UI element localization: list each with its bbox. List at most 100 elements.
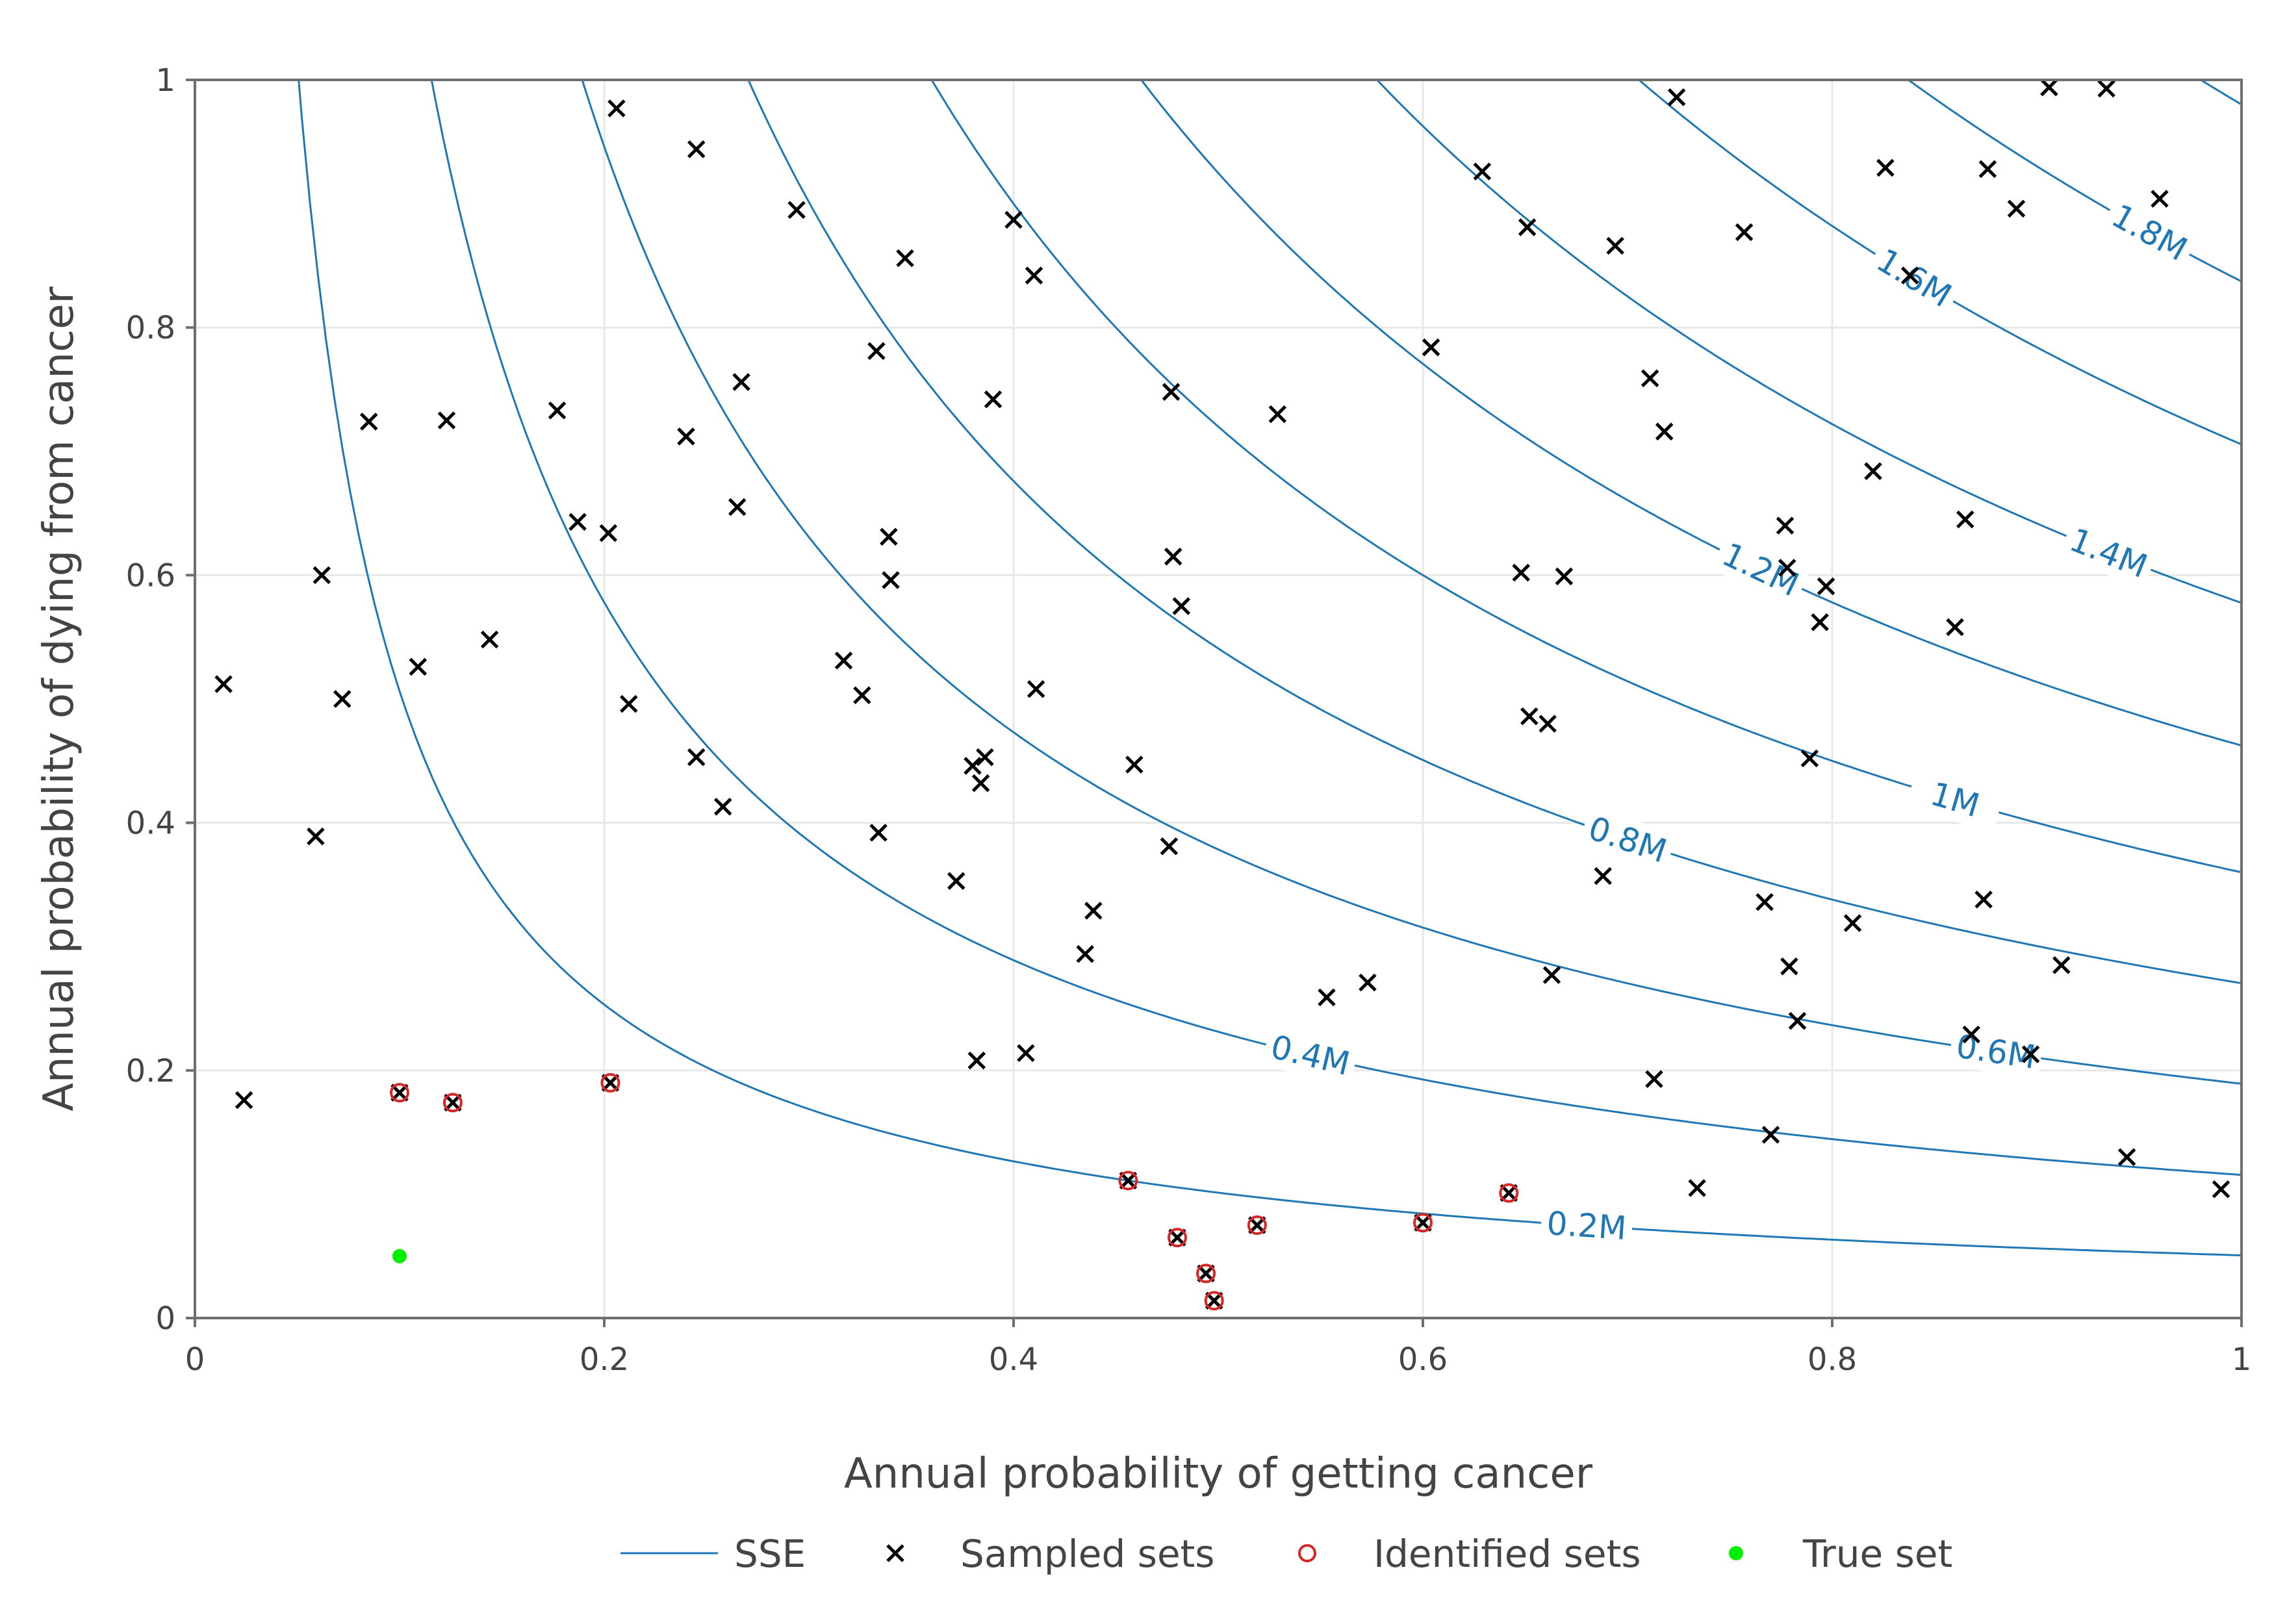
identified-point <box>600 1072 620 1093</box>
y-axis-title: Annual probability of dying from cancer <box>35 286 83 1111</box>
identified-point <box>1168 1228 1187 1248</box>
contour-label-bg <box>2099 192 2199 273</box>
y-tick-label: 0 <box>155 1300 175 1337</box>
sampled-point <box>2117 1148 2136 1166</box>
sampled-point <box>896 249 914 268</box>
sampled-point <box>687 140 706 159</box>
sampled-point <box>480 630 499 649</box>
y-axis-ticks: 0 0.2 0.4 0.6 0.8 1 <box>126 62 195 1337</box>
sampled-point <box>1817 577 1835 596</box>
sampled-point <box>1688 1179 1706 1197</box>
sampled-point <box>1025 266 1043 285</box>
sampled-point <box>359 412 378 431</box>
sampled-point <box>1594 867 1612 885</box>
sampled-point <box>1776 516 1795 535</box>
legend-true-marker <box>1729 1546 1743 1560</box>
y-tick-label: 0.4 <box>126 806 175 842</box>
sampled-point <box>620 694 638 713</box>
identified-point <box>442 1093 463 1113</box>
sampled-point <box>1667 88 1686 107</box>
sampled-point <box>880 527 898 546</box>
sampled-point <box>1606 236 1624 255</box>
sampled-point <box>1027 679 1045 698</box>
sampled-point <box>947 872 965 890</box>
x-tick-label: 0.6 <box>1398 1341 1448 1378</box>
sampled-point <box>967 1051 986 1070</box>
grid <box>195 80 2242 1318</box>
sampled-point <box>1788 1011 1807 1030</box>
sampled-point <box>2040 78 2058 97</box>
sampled-point <box>2007 199 2026 218</box>
sampled-point <box>732 373 750 391</box>
sampled-point <box>2021 1045 2040 1063</box>
sampled-point <box>1084 902 1103 920</box>
contour-label-bg <box>1540 1202 1633 1250</box>
plot-background <box>195 80 2242 1318</box>
sampled-point <box>307 827 325 846</box>
contour-label: 0.2M <box>1546 1204 1628 1247</box>
sampled-point <box>313 566 331 585</box>
sampled-point <box>1946 618 1964 637</box>
sampled-point <box>971 774 990 793</box>
sampled-point <box>1641 369 1659 388</box>
y-tick-label: 0.2 <box>126 1053 175 1089</box>
sampled-point <box>1761 1126 1780 1144</box>
sampled-point <box>2212 1180 2230 1199</box>
sampled-point <box>853 686 871 705</box>
sampled-point <box>1756 893 1774 911</box>
identified-point <box>390 1083 409 1103</box>
sampled-point <box>333 690 351 708</box>
sampled-point <box>1735 223 1754 242</box>
sampled-point <box>1518 218 1537 236</box>
sampled-point <box>1876 159 1895 177</box>
identified-point <box>1247 1215 1267 1236</box>
legend-sse-label: SSE <box>734 1532 806 1576</box>
sampled-point <box>1864 462 1882 481</box>
sampled-point <box>2052 956 2071 974</box>
sampled-point <box>1645 1070 1663 1088</box>
y-tick-label: 0.8 <box>126 310 175 346</box>
sampled-point <box>867 342 886 361</box>
sampled-point <box>1978 160 1997 178</box>
y-tick-label: 0.6 <box>126 557 175 594</box>
sampled-point <box>607 99 626 118</box>
sampled-point <box>235 1091 253 1110</box>
sampled-point <box>1125 755 1143 774</box>
sampled-point <box>1422 338 1440 357</box>
contour-line <box>2199 80 2242 106</box>
x-tick-label: 1 <box>2232 1341 2252 1378</box>
sampled-point <box>1017 1044 1035 1062</box>
sampled-point <box>1778 559 1796 577</box>
sampled-point <box>1076 945 1095 963</box>
sampled-point <box>2151 190 2169 208</box>
legend-sampled-label: Sampled sets <box>960 1532 1215 1576</box>
sampled-point <box>1268 405 1287 424</box>
legend-sampled-marker <box>886 1544 904 1562</box>
sampled-point <box>1004 210 1023 229</box>
sampled-point <box>882 571 900 589</box>
contour-label-bg <box>1905 767 2005 833</box>
identified-point <box>1196 1263 1216 1284</box>
sampled-point <box>687 748 706 767</box>
contour-line <box>930 80 2242 874</box>
legend-identified-label: Identified sets <box>1373 1532 1641 1576</box>
sampled-point <box>214 675 233 693</box>
sampled-point <box>1520 707 1539 726</box>
x-tick-label: 0.4 <box>989 1341 1038 1378</box>
sampled-point <box>1956 510 1974 529</box>
sampled-point <box>1780 957 1798 976</box>
y-tick-label: 1 <box>155 62 175 99</box>
contour-line <box>1140 80 2242 747</box>
sampled-point <box>1811 613 1829 631</box>
contour-label-bg <box>1710 531 1811 609</box>
x-tick-label: 0 <box>185 1341 205 1378</box>
scatter-points <box>214 78 2230 1311</box>
identified-point <box>1413 1213 1433 1233</box>
contour-line <box>747 80 2242 985</box>
identified-point <box>1499 1183 1519 1203</box>
sampled-point <box>1160 837 1179 856</box>
sampled-point <box>984 390 1003 409</box>
identified-point <box>1204 1291 1224 1311</box>
sampled-point <box>437 411 456 429</box>
